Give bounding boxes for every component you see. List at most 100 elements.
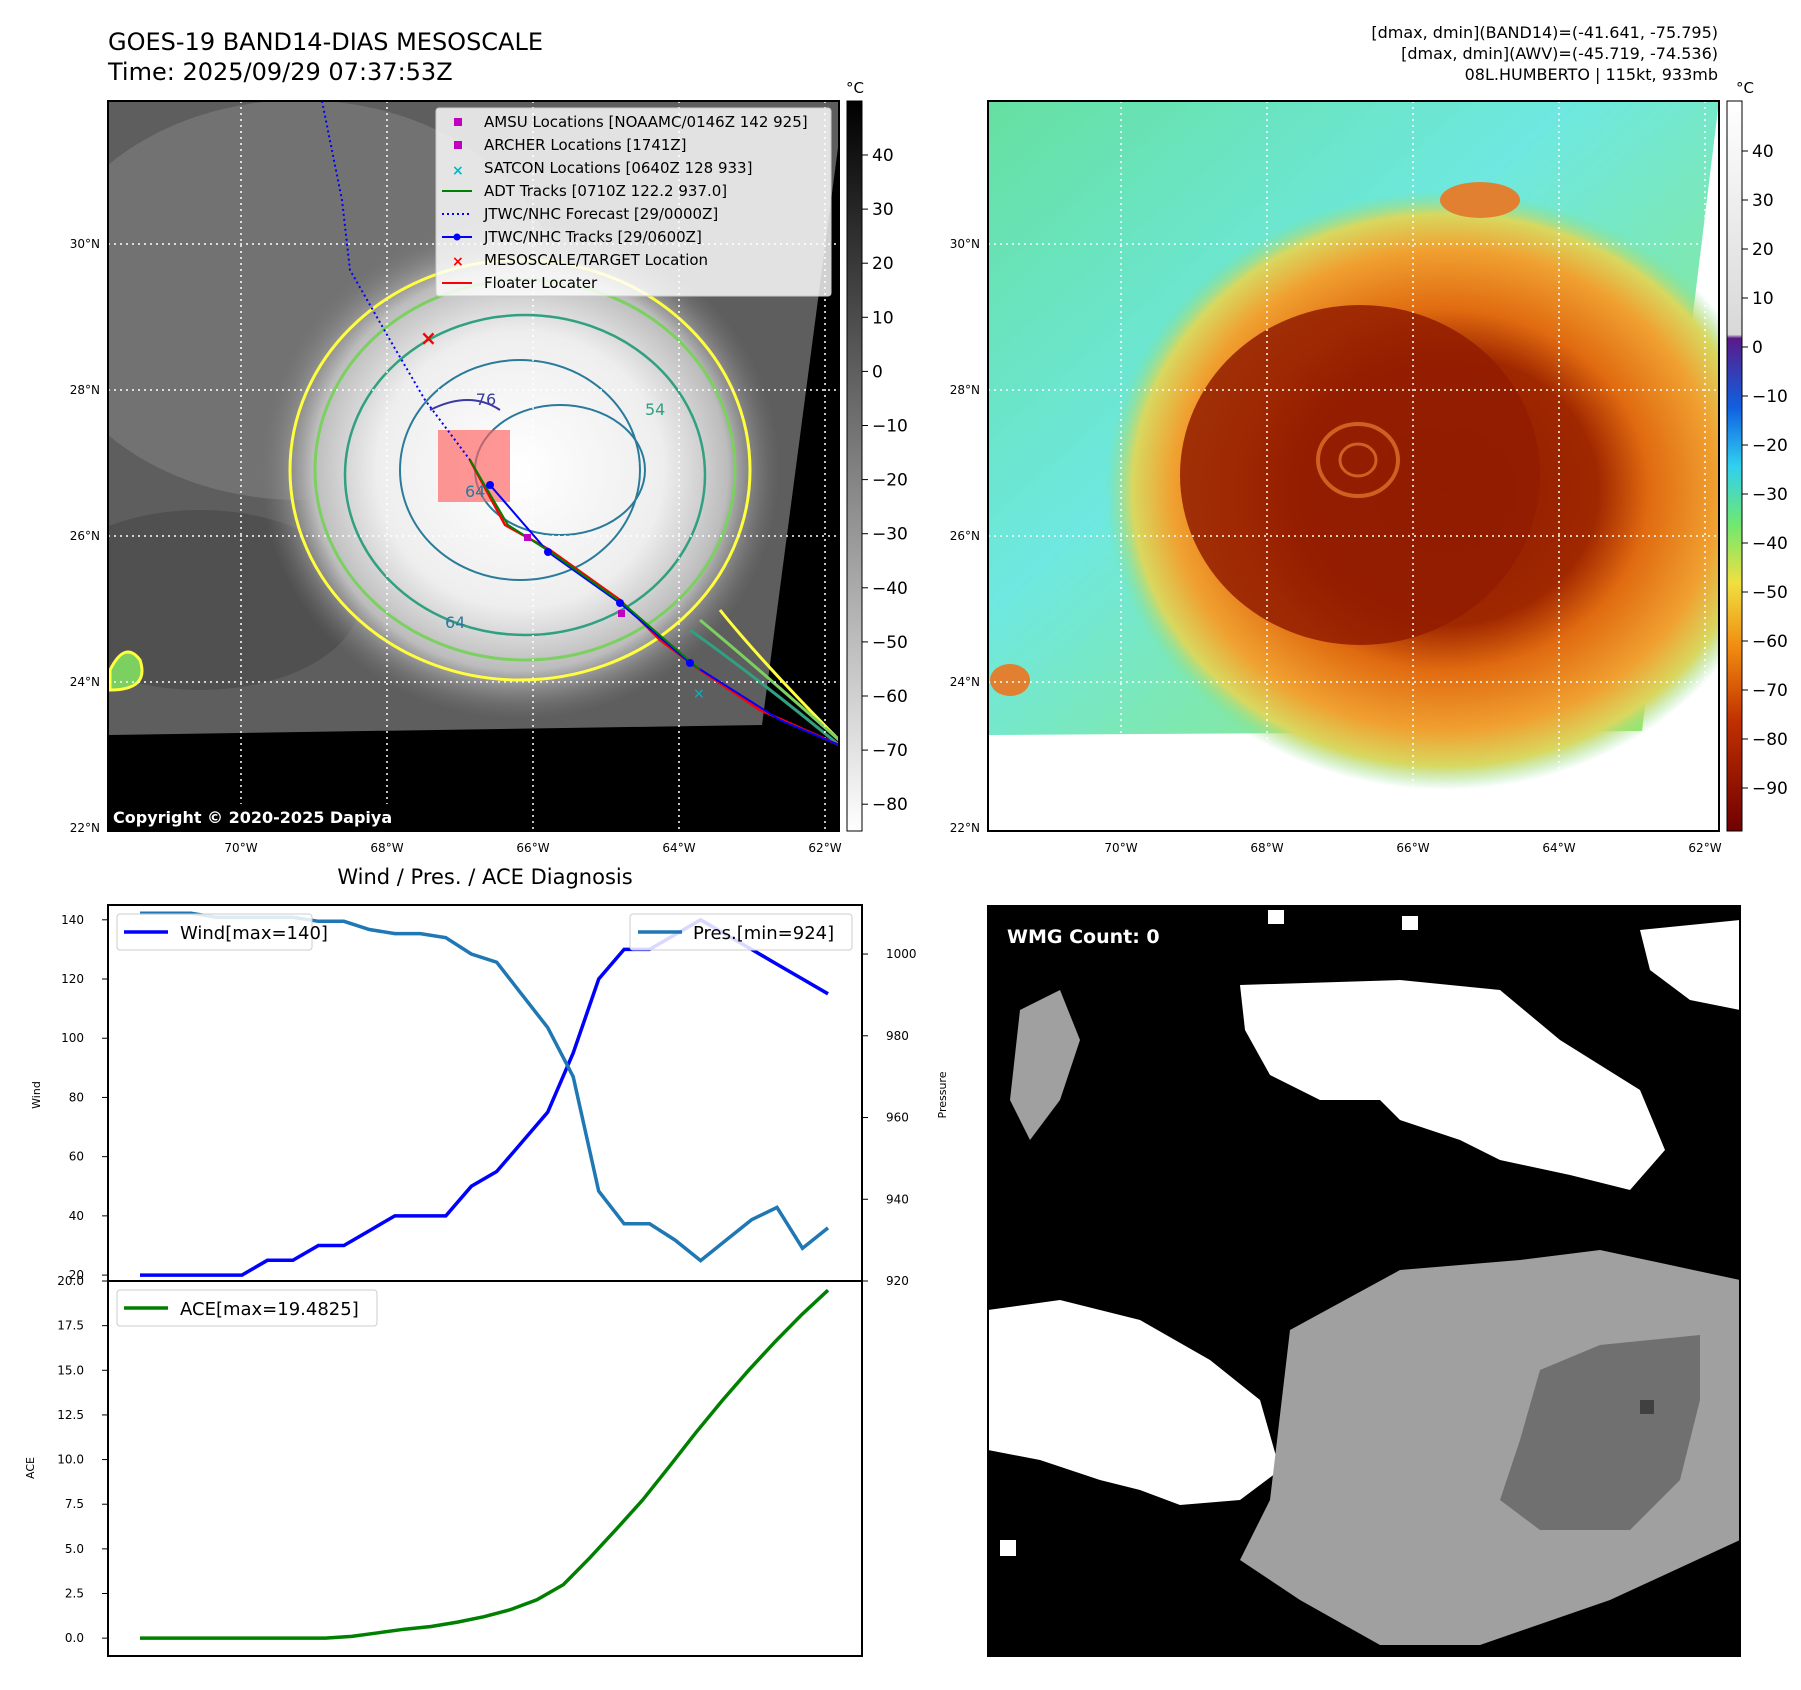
colorbar-tick-label: −30 — [872, 525, 908, 545]
lon-label: 64°W — [662, 841, 695, 855]
svg-text:×: × — [452, 163, 464, 179]
colorbar-tick-label: −20 — [872, 471, 908, 491]
info-line1: [dmax, dmin](BAND14)=(-41.641, -75.795) — [1371, 23, 1718, 42]
lat-label: 28°N — [950, 383, 980, 397]
legend-archer: ARCHER Locations [1741Z] — [484, 136, 687, 154]
lat-label: 26°N — [70, 529, 100, 543]
y-tick-label: 80 — [69, 1090, 84, 1104]
lat-label: 24°N — [950, 675, 980, 689]
lat-label: 24°N — [70, 675, 100, 689]
colorbar-tick-label: −80 — [1752, 730, 1788, 750]
y2-tick-label: 960 — [886, 1111, 909, 1125]
y-tick-label: 2.5 — [65, 1587, 84, 1601]
colorbar-tick-label: 40 — [1752, 142, 1774, 162]
legend-target: MESOSCALE/TARGET Location — [484, 251, 708, 269]
pressure-legend: Pres.[min=924] — [629, 913, 853, 951]
legend-tracks: JTWC/NHC Tracks [29/0600Z] — [483, 228, 702, 246]
legend-amsu: AMSU Locations [NOAAMC/0146Z 142 925] — [484, 113, 808, 131]
ace-axis-label: ACE — [24, 1457, 37, 1479]
y-tick-label: 15.0 — [57, 1363, 84, 1377]
wmg-count-label: WMG Count: 0 — [1007, 926, 1160, 948]
colorbar-tick-label: −60 — [1752, 632, 1788, 652]
awv-colorbar: °C 40 30 20 10 0 −10 −20 −30 −40 −50 −60 −70 −80 −90 — [1726, 79, 1788, 832]
legend-adt: ADT Tracks [0710Z 122.2 937.0] — [484, 182, 727, 200]
colorbar-tick-label: 30 — [872, 200, 894, 220]
colorbar-tick-label: 30 — [1752, 191, 1774, 211]
svg-text:×: × — [693, 686, 705, 702]
lon-label: 64°W — [1542, 841, 1575, 855]
y-tick-label: 10.0 — [57, 1453, 84, 1467]
y-tick-label: 20 — [69, 1268, 84, 1282]
lat-label: 26°N — [950, 529, 980, 543]
lat-label: 28°N — [70, 383, 100, 397]
y-tick-label: 20.0 — [57, 1274, 84, 1288]
y2-tick-label: 1000 — [886, 947, 917, 961]
lon-label: 68°W — [370, 841, 403, 855]
y-tick-label: 40 — [69, 1209, 84, 1223]
legend-floater: Floater Locater — [484, 274, 598, 292]
colorbar-tick-label: 20 — [1752, 240, 1774, 260]
pressure-legend-label: Pres.[min=924] — [693, 923, 834, 944]
contour-label: 54 — [645, 400, 665, 419]
colorbar-unit: °C — [1736, 79, 1754, 97]
map-legend: × × AMSU Locations [NOAAMC/0146Z 142 925… — [435, 107, 832, 297]
colorbar-tick-label: −50 — [1752, 583, 1788, 603]
lon-label: 62°W — [1688, 841, 1721, 855]
y-tick-label: 60 — [69, 1150, 84, 1164]
wind-legend-label: Wind[max=140] — [180, 923, 328, 944]
colorbar-tick-label: 40 — [872, 146, 894, 166]
y-tick-label: 120 — [61, 972, 84, 986]
band14-colorbar: °C 40 30 20 10 0 −10 −20 −30 −40 −50 −60 −70 −80 — [846, 79, 908, 832]
info-line2: [dmax, dmin](AWV)=(-45.719, -74.536) — [1401, 44, 1718, 63]
legend-forecast: JTWC/NHC Forecast [29/0000Z] — [483, 205, 718, 223]
lon-label: 70°W — [224, 841, 257, 855]
copyright-label: Copyright © 2020-2025 Dapiya — [113, 808, 392, 827]
colorbar-tick-label: −30 — [1752, 485, 1788, 505]
y-tick-label: 5.0 — [65, 1542, 84, 1556]
colorbar-tick-label: 10 — [872, 308, 894, 328]
colorbar-tick-label: −40 — [1752, 534, 1788, 554]
lon-label: 68°W — [1250, 841, 1283, 855]
info-line3: 08L.HUMBERTO | 115kt, 933mb — [1465, 65, 1718, 84]
ace-series-line — [140, 1288, 830, 1640]
y2-tick-label: 980 — [886, 1029, 909, 1043]
colorbar-tick-label: 20 — [872, 254, 894, 274]
pressure-axis-label: Pressure — [936, 1071, 949, 1118]
colorbar-tick-label: 10 — [1752, 289, 1774, 309]
colorbar-tick-label: −10 — [872, 417, 908, 437]
y-tick-label: 100 — [61, 1031, 84, 1045]
y-tick-label: 7.5 — [65, 1497, 84, 1511]
lat-label: 30°N — [950, 237, 980, 251]
contour-label: 64 — [445, 613, 465, 632]
svg-text:×: × — [420, 326, 437, 350]
lon-label: 70°W — [1104, 841, 1137, 855]
colorbar-tick-label: −70 — [872, 741, 908, 761]
y-tick-label: 17.5 — [57, 1319, 84, 1333]
colorbar-tick-label: −90 — [1752, 779, 1788, 799]
colorbar-tick-label: −50 — [872, 633, 908, 653]
ace-chart: 0.0 2.5 5.0 7.5 10.0 12.5 15.0 17.5 20.0 ACE ACE… — [24, 1274, 863, 1657]
colorbar-tick-label: 0 — [1752, 338, 1763, 358]
lat-label: 22°N — [70, 821, 100, 835]
colorbar-tick-label: −60 — [872, 687, 908, 707]
lon-label: 66°W — [516, 841, 549, 855]
legend-satcon: SATCON Locations [0640Z 128 933] — [484, 159, 752, 177]
colorbar-tick-label: −20 — [1752, 436, 1788, 456]
colorbar-tick-label: −40 — [872, 579, 908, 599]
lon-label: 66°W — [1396, 841, 1429, 855]
map-title-line1: GOES-19 BAND14-DIAS MESOSCALE — [108, 28, 543, 56]
lat-label: 30°N — [70, 237, 100, 251]
y-tick-label: 12.5 — [57, 1408, 84, 1422]
y-tick-label: 140 — [61, 913, 84, 927]
wind-legend: Wind[max=140] — [116, 913, 328, 951]
y2-tick-label: 940 — [886, 1192, 909, 1206]
wmg-panel: WMG Count: 0 — [987, 905, 1741, 1657]
colorbar-tick-label: −80 — [872, 795, 908, 815]
awv-map — [988, 101, 1719, 831]
map-title-line2: Time: 2025/09/29 07:37:53Z — [107, 58, 453, 86]
ace-legend-label: ACE[max=19.4825] — [180, 1299, 359, 1320]
colorbar-tick-label: −70 — [1752, 681, 1788, 701]
lon-label: 62°W — [808, 841, 841, 855]
